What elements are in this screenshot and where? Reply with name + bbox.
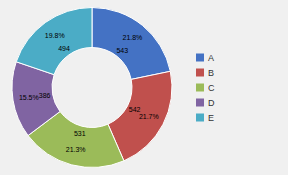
value-label: 543: [116, 47, 128, 54]
legend-label: B: [208, 68, 214, 78]
legend-label: C: [208, 83, 215, 93]
slice: [16, 8, 92, 75]
legend-label: E: [208, 113, 214, 123]
legend-item: A: [196, 53, 214, 63]
legend-item: D: [196, 98, 215, 108]
value-label: 542: [129, 106, 141, 113]
value-label: 531: [74, 130, 86, 137]
legend-swatch: [196, 69, 204, 77]
chart: 21.8% 21.7% 21.3% 15.5% 19.8% 543 542 531 386 494…: [0, 0, 288, 175]
legend-item: E: [196, 113, 214, 123]
percentage-label: 21.3%: [66, 146, 86, 153]
slices: [12, 8, 172, 168]
percentage-label: 21.8%: [122, 34, 142, 41]
legend-swatch: [196, 84, 204, 92]
value-label: 386: [39, 92, 51, 99]
percentage-label: 21.7%: [139, 113, 159, 120]
percentage-label: 15.5%: [19, 94, 39, 101]
legend-swatch: [196, 54, 204, 62]
legend-label: D: [208, 98, 215, 108]
percentage-label: 19.8%: [45, 32, 65, 39]
legend-swatch: [196, 99, 204, 107]
legend-label: A: [208, 53, 214, 63]
slice: [92, 8, 170, 80]
legend-item: B: [196, 68, 214, 78]
legend-item: C: [196, 83, 215, 93]
value-label: 494: [58, 45, 70, 52]
legend-swatch: [196, 114, 204, 122]
legend: ABCDE: [196, 53, 215, 123]
labels: 21.8% 21.7% 21.3% 15.5% 19.8% 543 542 531 386 494: [19, 32, 159, 153]
